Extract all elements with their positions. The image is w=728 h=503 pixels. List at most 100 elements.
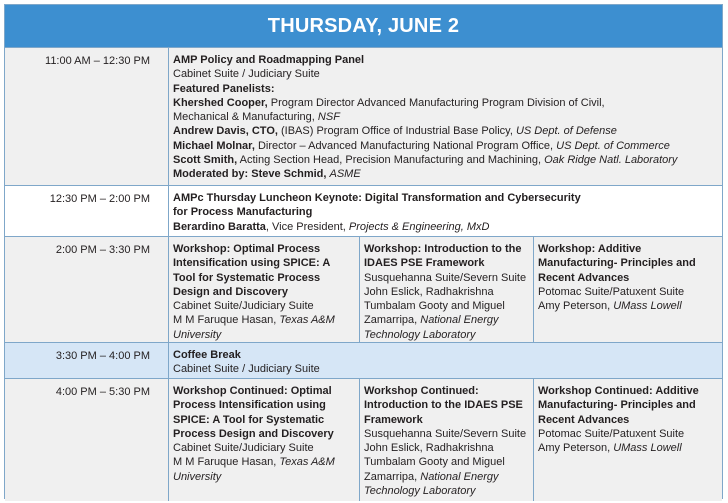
- panelist-entry: Andrew Davis, CTO, (IBAS) Program Office…: [173, 124, 716, 138]
- column-divider: [533, 237, 534, 343]
- workshop-speakers: John Eslick, Radhakrishna: [364, 285, 494, 298]
- session-time: 12:30 PM – 2:00 PM: [49, 193, 150, 205]
- workshop-spice-continued: Workshop Continued: Optimal Process Inte…: [168, 379, 359, 501]
- workshop-title-line: Workshop Continued:: [364, 385, 479, 397]
- speaker-org: National Energy: [420, 470, 499, 483]
- session-title: AMPc Thursday Luncheon Keynote: Digital …: [173, 192, 581, 204]
- session-details: Coffee Break Cabinet Suite / Judiciary S…: [168, 343, 722, 379]
- speaker-name: Berardino Baratta: [173, 220, 266, 233]
- speaker-org: Projects & Engineering, MxD: [348, 220, 490, 233]
- workshop-title-line: Manufacturing- Principles and: [538, 257, 696, 270]
- column-divider: [168, 343, 169, 379]
- column-divider: [168, 237, 169, 343]
- workshop-speaker: M M Faruque Hasan, Texas A&M: [173, 455, 353, 469]
- panelist-role: Program Director Advanced Manufacturing …: [267, 96, 605, 109]
- session-row-policy-panel: 11:00 AM – 12:30 PM AMP Policy and Roadm…: [5, 47, 722, 186]
- workshop-title-line: Recent Advances: [538, 413, 630, 426]
- workshop-title-line: Workshop: Additive: [538, 243, 642, 255]
- speaker-org-cont: Technology Laboratory: [364, 328, 476, 341]
- session-location: Cabinet Suite / Judiciary Suite: [173, 363, 320, 376]
- panelist-name: Michael Molnar,: [173, 139, 255, 152]
- panelist-entry: Scott Smith, Acting Section Head, Precis…: [173, 153, 716, 167]
- workshop-title-line: Introduction to the IDAES PSE: [364, 399, 523, 412]
- workshop-title-line: SPICE: A Tool for Systematic: [173, 413, 325, 426]
- agenda-page: THURSDAY, JUNE 2 11:00 AM – 12:30 PM AMP…: [4, 4, 723, 501]
- column-divider: [359, 379, 360, 501]
- session-row-coffee-break: 3:30 PM – 4:00 PM Coffee Break Cabinet S…: [5, 342, 722, 379]
- speaker-name: Zamarripa,: [364, 314, 421, 327]
- panelist-org: US Dept. of Commerce: [556, 139, 670, 152]
- panelist-entry: Khershed Cooper, Program Director Advanc…: [173, 96, 716, 110]
- speaker-role: , Vice President,: [265, 220, 349, 233]
- workshop-speaker: Amy Peterson, UMass Lowell: [538, 299, 716, 313]
- session-time: 4:00 PM – 5:30 PM: [55, 386, 150, 398]
- workshop-speakers-cont: Tumbalam Gooty and Miguel: [364, 300, 505, 313]
- speaker-org: Texas A&M: [279, 456, 335, 469]
- session-details: AMPc Thursday Luncheon Keynote: Digital …: [168, 186, 722, 237]
- workshop-title-line: Process Design and Discovery: [173, 427, 334, 440]
- speaker-name: M M Faruque Hasan,: [173, 456, 280, 469]
- workshop-title-line: Design and Discovery: [173, 285, 288, 298]
- workshop-title-line: Tool for Systematic Process: [173, 271, 321, 284]
- panelist-entry: Michael Molnar, Director – Advanced Manu…: [173, 139, 716, 153]
- workshop-location: Cabinet Suite/Judiciary Suite: [173, 442, 314, 455]
- session-details: AMP Policy and Roadmapping Panel Cabinet…: [168, 48, 722, 186]
- session-row-workshops-1: 2:00 PM – 3:30 PM Workshop: Optimal Proc…: [5, 236, 722, 343]
- day-header: THURSDAY, JUNE 2: [5, 5, 722, 47]
- session-title-cont: for Process Manufacturing: [173, 206, 313, 219]
- panelist-name: Scott Smith,: [173, 154, 238, 167]
- column-divider: [168, 186, 169, 237]
- session-location: Cabinet Suite / Judiciary Suite: [173, 68, 320, 81]
- session-time: 11:00 AM – 12:30 PM: [45, 55, 150, 67]
- moderator-entry: Moderated by: Steve Schmid, ASME: [173, 167, 716, 181]
- session-title: AMP Policy and Roadmapping Panel: [173, 54, 365, 66]
- workshop-additive-continued: Workshop Continued: Additive Manufacturi…: [533, 379, 722, 501]
- speaker-org: UMass Lowell: [613, 442, 682, 455]
- workshop-speakers: John Eslick, Radhakrishna: [364, 442, 494, 455]
- speaker-org: National Energy: [420, 314, 499, 327]
- workshop-location: Potomac Suite/Patuxent Suite: [538, 285, 685, 298]
- workshop-title-line: IDAES PSE Framework: [364, 257, 485, 270]
- workshop-title-line: Recent Advances: [538, 271, 630, 284]
- panelist-entry-cont: Mechanical & Manufacturing, NSF: [173, 110, 716, 124]
- session-row-luncheon: 12:30 PM – 2:00 PM AMPc Thursday Luncheo…: [5, 185, 722, 237]
- panelist-name: Andrew Davis, CTO,: [173, 125, 278, 138]
- session-row-workshops-2: 4:00 PM – 5:30 PM Workshop Continued: Op…: [5, 378, 722, 501]
- speaker-org: Texas A&M: [279, 314, 335, 327]
- panelist-name: Khershed Cooper,: [173, 96, 268, 109]
- workshop-title-line: Workshop: Introduction to the: [364, 243, 522, 255]
- workshop-title-line: Manufacturing- Principles and: [538, 399, 696, 412]
- workshop-title-line: Framework: [364, 413, 423, 426]
- panelist-org: NSF: [317, 111, 340, 124]
- column-divider: [533, 379, 534, 501]
- speaker-org-cont: Technology Laboratory: [364, 485, 476, 498]
- workshop-location: Cabinet Suite/Judiciary Suite: [173, 300, 314, 313]
- workshop-idaes-continued: Workshop Continued: Introduction to the …: [359, 379, 533, 501]
- speaker-org-cont: University: [173, 470, 222, 483]
- speaker-name: Amy Peterson,: [538, 442, 614, 455]
- speaker-name: Amy Peterson,: [538, 300, 614, 313]
- workshop-speakers-cont: Zamarripa, National Energy: [364, 470, 527, 484]
- speaker-entry: Berardino Baratta, Vice President, Proje…: [173, 220, 716, 234]
- workshop-speakers-cont: Zamarripa, National Energy: [364, 313, 527, 327]
- workshop-title-line: Workshop Continued: Additive: [538, 385, 699, 397]
- panelist-org: US Dept. of Defense: [515, 125, 617, 138]
- workshop-title-line: Workshop: Optimal Process: [173, 243, 321, 255]
- workshop-location: Potomac Suite/Patuxent Suite: [538, 427, 685, 440]
- speaker-name: M M Faruque Hasan,: [173, 314, 280, 327]
- panelists-label: Featured Panelists:: [173, 82, 275, 95]
- panelist-org: Oak Ridge Natl. Laboratory: [544, 154, 678, 167]
- moderator-org: ASME: [329, 168, 361, 181]
- session-time: 2:00 PM – 3:30 PM: [55, 244, 150, 256]
- column-divider: [168, 379, 169, 501]
- workshop-speaker: M M Faruque Hasan, Texas A&M: [173, 313, 353, 327]
- workshop-location: Susquehanna Suite/Severn Suite: [364, 427, 527, 440]
- workshop-location: Susquehanna Suite/Severn Suite: [364, 271, 527, 284]
- workshop-title-line: Workshop Continued: Optimal: [173, 385, 332, 397]
- session-time: 3:30 PM – 4:00 PM: [55, 350, 150, 362]
- workshop-idaes: Workshop: Introduction to the IDAES PSE …: [359, 237, 533, 343]
- session-title: Coffee Break: [173, 349, 241, 361]
- workshop-spice: Workshop: Optimal Process Intensificatio…: [168, 237, 359, 343]
- workshop-speaker: Amy Peterson, UMass Lowell: [538, 441, 716, 455]
- column-divider: [359, 237, 360, 343]
